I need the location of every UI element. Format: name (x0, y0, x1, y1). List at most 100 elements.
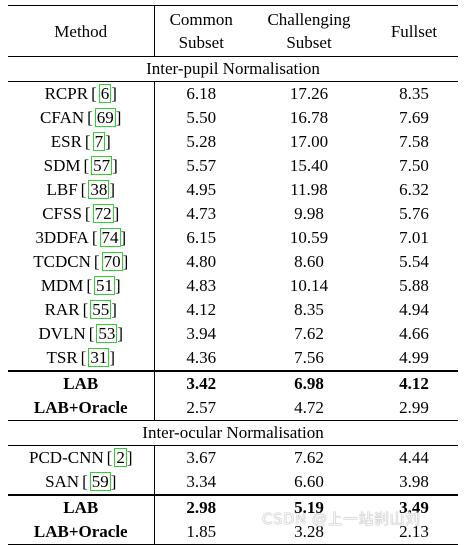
citation-link[interactable]: 7 (92, 132, 106, 151)
table-row: CFSS[72] 4.73 9.98 5.76 (8, 202, 458, 226)
table-row: CFAN[69] 5.50 16.78 7.69 (8, 106, 458, 130)
citation: [72] (85, 204, 119, 223)
fullset-value: 4.94 (399, 300, 429, 319)
method-label: LBF (46, 180, 78, 199)
section-title: Inter-pupil Normalisation (8, 56, 458, 82)
citation-link[interactable]: 72 (92, 204, 114, 223)
section-header-row: Inter-pupil Normalisation (8, 56, 458, 82)
citation: [70] (94, 252, 128, 271)
method-label: CFSS (42, 204, 82, 223)
citation-close-bracket: ] (109, 348, 116, 367)
citation-link[interactable]: 74 (99, 228, 121, 247)
method-label: MDM (40, 276, 84, 295)
common-subset-value: 5.57 (186, 156, 217, 175)
citation: [7] (85, 132, 111, 151)
citation: [57] (84, 156, 118, 175)
method-name: LBF[38] (8, 178, 155, 202)
citation-link[interactable]: 53 (96, 324, 118, 343)
common-subset-value: 3.42 (154, 370, 248, 396)
citation-close-bracket: ] (126, 448, 133, 467)
citation-link[interactable]: 59 (89, 472, 111, 491)
challenging-subset-value: 6.98 (248, 370, 370, 396)
common-subset-value: 2.57 (186, 398, 217, 417)
citation: [55] (83, 300, 117, 319)
table-row: PCD-CNN[2] 3.67 7.62 4.44 (8, 445, 458, 470)
challenging-subset-value: 9.98 (294, 204, 324, 223)
citation-link[interactable]: 51 (94, 276, 115, 295)
challenging-subset-value: 10.14 (289, 276, 329, 295)
citation-open-bracket: [ (93, 252, 100, 271)
common-subset-value: 5.28 (186, 132, 217, 151)
citation-close-bracket: ] (109, 180, 116, 199)
common-subset-value: 6.18 (154, 81, 248, 106)
table-row-ours: LAB 3.42 6.98 4.12 (8, 370, 458, 396)
fullset-value: 7.69 (399, 108, 429, 127)
citation-open-bracket: [ (82, 472, 88, 491)
method-name: 3DDFA[74] (8, 226, 155, 250)
table-row: SAN[59] 3.34 6.60 3.98 (8, 470, 458, 495)
method-name: LAB (8, 370, 155, 396)
fullset-value: 4.44 (370, 445, 458, 470)
citation-open-bracket: [ (83, 156, 90, 175)
citation-open-bracket: [ (84, 204, 91, 223)
citation-link[interactable]: 69 (94, 108, 116, 127)
citation-open-bracket: [ (91, 84, 97, 103)
method-name: ESR[7] (8, 130, 155, 154)
table-row: DVLN[53] 3.94 7.62 4.66 (8, 322, 458, 346)
citation: [31] (81, 348, 115, 367)
challenging-subset-value: 8.60 (294, 252, 324, 271)
common-subset-value: 4.36 (186, 348, 217, 367)
citation: [53] (89, 324, 123, 343)
common-subset-value: 5.50 (186, 108, 217, 127)
challenging-subset-value: 6.60 (294, 472, 324, 491)
method-name: SDM[57] (8, 154, 155, 178)
table-row: ESR[7] 5.28 17.00 7.58 (8, 130, 458, 154)
method-label: 3DDFA (35, 228, 89, 247)
method-label: PCD-CNN (29, 448, 104, 467)
method-label: SDM (43, 156, 81, 175)
challenging-subset-value: 17.00 (289, 132, 329, 151)
table-row: MDM[51] 4.83 10.14 5.88 (8, 274, 458, 298)
challenging-subset-value: 5.19 (248, 494, 370, 520)
citation: [38] (81, 180, 115, 199)
common-subset-value: 4.83 (186, 276, 217, 295)
header-challenging-line2: Subset (286, 33, 332, 52)
citation-link[interactable]: 38 (88, 180, 110, 199)
citation-close-bracket: ] (111, 84, 117, 103)
method-name: SAN[59] (8, 470, 155, 495)
citation: [69] (87, 108, 121, 127)
header-challenging-line1: Challenging (267, 10, 351, 29)
common-subset-value: 4.12 (186, 300, 217, 319)
method-name: PCD-CNN[2] (8, 445, 155, 470)
table-row-ours: LAB+Oracle 2.57 4.72 2.99 (8, 396, 458, 421)
method-name: RAR[55] (8, 298, 155, 322)
table-row: TCDCN[70] 4.80 8.60 5.54 (8, 250, 458, 274)
method-name: CFAN[69] (8, 106, 155, 130)
fullset-value: 5.88 (399, 276, 429, 295)
citation-link[interactable]: 57 (91, 156, 113, 175)
citation-link[interactable]: 70 (101, 252, 123, 271)
citation-link[interactable]: 55 (90, 300, 112, 319)
citation-close-bracket: ] (115, 276, 121, 295)
challenging-subset-value: 7.62 (248, 445, 370, 470)
fullset-value: 7.50 (399, 156, 429, 175)
citation-link[interactable]: 31 (88, 348, 110, 367)
citation-close-bracket: ] (120, 228, 127, 247)
common-subset-value: 4.73 (186, 204, 217, 223)
citation-link[interactable]: 2 (114, 448, 127, 467)
fullset-value: 2.99 (399, 398, 429, 417)
common-subset-value: 6.15 (186, 228, 217, 247)
header-challenging-subset: Challenging Subset (248, 5, 370, 57)
table-row-ours: LAB 2.98 5.19 3.49 (8, 494, 458, 520)
citation-open-bracket: [ (84, 132, 91, 151)
method-label: TSR (46, 348, 78, 367)
citation-open-bracket: [ (80, 180, 87, 199)
results-table: Method Common Subset Challenging Subset … (8, 5, 458, 545)
citation-close-bracket: ] (122, 252, 129, 271)
fullset-value: 3.98 (399, 472, 429, 491)
citation-open-bracket: [ (86, 276, 92, 295)
citation-open-bracket: [ (91, 228, 98, 247)
citation-open-bracket: [ (80, 348, 87, 367)
citation-link[interactable]: 6 (98, 84, 112, 103)
citation-close-bracket: ] (113, 204, 120, 223)
